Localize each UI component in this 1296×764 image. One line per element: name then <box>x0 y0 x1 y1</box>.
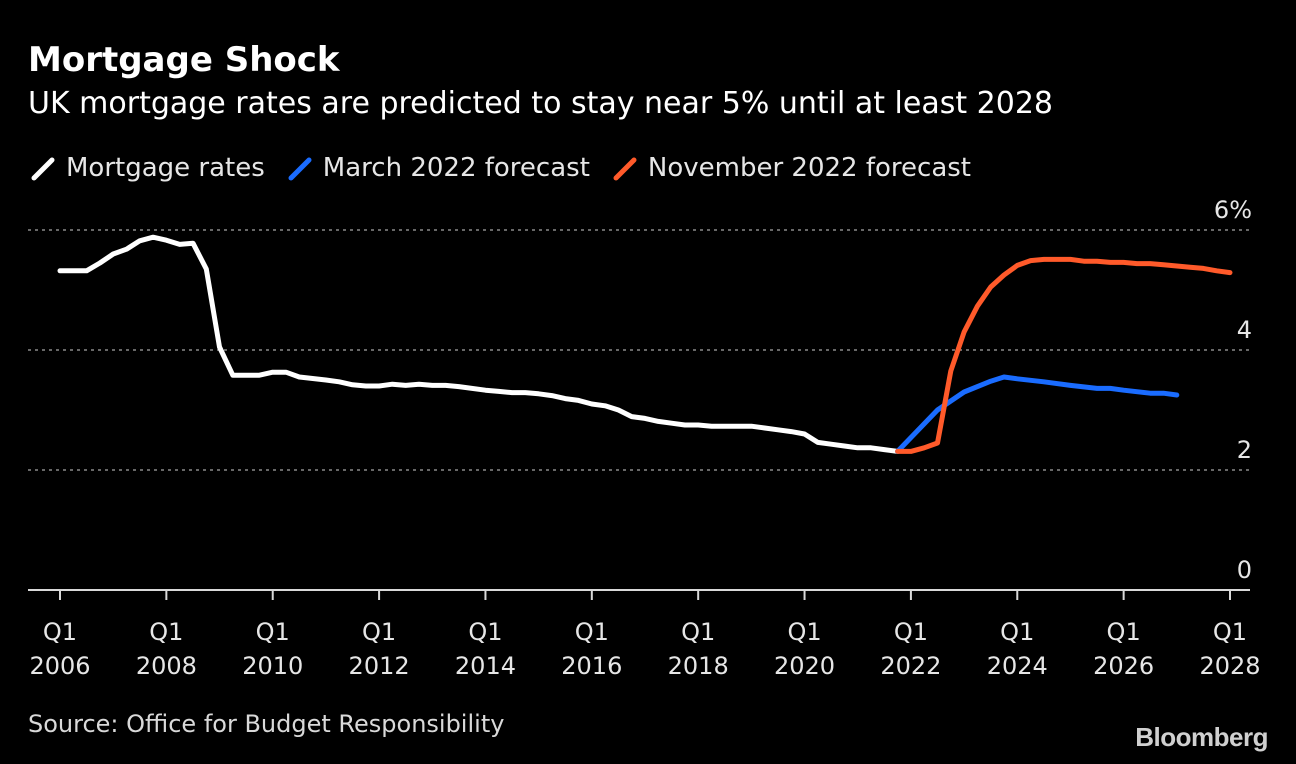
legend-swatch-mortgage-rates <box>30 154 58 182</box>
x-tick-label-q-2010: Q1 <box>256 618 290 646</box>
legend-item-mortgage-rates: Mortgage rates <box>30 153 265 183</box>
x-tick-label-year-2012: 2012 <box>349 652 410 680</box>
x-tick-label-q-2016: Q1 <box>575 618 609 646</box>
x-tick-label-q-2018: Q1 <box>681 618 715 646</box>
x-tick-label-year-2008: 2008 <box>136 652 197 680</box>
legend-label-march-forecast: March 2022 forecast <box>322 153 590 183</box>
x-tick-label-year-2006: 2006 <box>29 652 90 680</box>
y-tick-label-2: 2 <box>1237 436 1252 464</box>
x-tick-label-q-2024: Q1 <box>1000 618 1034 646</box>
x-tick-label-year-2016: 2016 <box>561 652 622 680</box>
legend-item-november-forecast: November 2022 forecast <box>612 153 971 183</box>
y-tick-label-6: 6% <box>1214 196 1252 224</box>
legend-label-mortgage-rates: Mortgage rates <box>66 153 265 183</box>
x-tick-label-q-2022: Q1 <box>894 618 928 646</box>
x-tick-label-q-2008: Q1 <box>149 618 183 646</box>
x-tick-label-year-2026: 2026 <box>1093 652 1154 680</box>
x-tick-label-year-2018: 2018 <box>668 652 729 680</box>
x-tick-label-year-2022: 2022 <box>880 652 941 680</box>
x-tick-label-year-2028: 2028 <box>1199 652 1260 680</box>
x-tick-label-q-2026: Q1 <box>1107 618 1141 646</box>
x-tick-label-year-2010: 2010 <box>242 652 303 680</box>
source-note: Source: Office for Budget Responsibility <box>28 710 505 738</box>
x-tick-label-q-2014: Q1 <box>468 618 502 646</box>
x-tick-label-q-2020: Q1 <box>787 618 821 646</box>
y-tick-label-0: 0 <box>1237 556 1252 584</box>
bloomberg-logo: Bloomberg <box>1135 722 1268 752</box>
legend-swatch-november-forecast <box>612 154 640 182</box>
x-tick-label-q-2012: Q1 <box>362 618 396 646</box>
x-tick-label-year-2020: 2020 <box>774 652 835 680</box>
y-tick-label-4: 4 <box>1237 316 1252 344</box>
legend-label-november-forecast: November 2022 forecast <box>647 153 972 183</box>
series-line-november-forecast <box>895 256 1233 454</box>
x-tick-label-year-2024: 2024 <box>987 652 1048 680</box>
legend-item-march-forecast: March 2022 forecast <box>287 153 590 183</box>
legend-swatch-march-forecast <box>287 154 315 182</box>
series-line-mortgage-rates <box>57 234 901 454</box>
x-tick-label-year-2014: 2014 <box>455 652 516 680</box>
series-line-march-forecast <box>895 374 1180 454</box>
x-tick-label-q-2028: Q1 <box>1213 618 1247 646</box>
chart-legend: Mortgage rates March 2022 forecast Novem… <box>30 150 993 186</box>
x-tick-label-q-2006: Q1 <box>43 618 77 646</box>
chart-title: Mortgage Shock <box>28 40 340 80</box>
chart-subtitle: UK mortgage rates are predicted to stay … <box>28 86 1054 121</box>
